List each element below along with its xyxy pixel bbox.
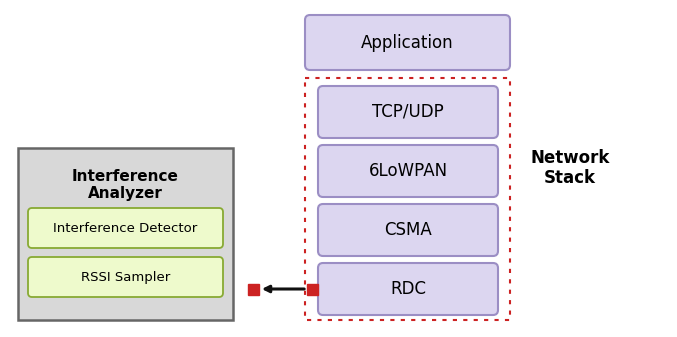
Text: Interference
Analyzer: Interference Analyzer (72, 169, 179, 201)
Text: Application: Application (362, 33, 454, 52)
Text: TCP/UDP: TCP/UDP (372, 103, 444, 121)
FancyBboxPatch shape (318, 263, 498, 315)
Text: Interference Detector: Interference Detector (53, 221, 198, 235)
FancyBboxPatch shape (305, 15, 510, 70)
Bar (248, 283, 259, 295)
Text: Network
Stack: Network Stack (530, 149, 610, 187)
Text: 6LoWPAN: 6LoWPAN (368, 162, 447, 180)
Text: CSMA: CSMA (384, 221, 432, 239)
FancyBboxPatch shape (28, 257, 223, 297)
FancyBboxPatch shape (318, 204, 498, 256)
FancyBboxPatch shape (318, 145, 498, 197)
Bar (305, 78, 510, 320)
Text: RDC: RDC (390, 280, 426, 298)
FancyBboxPatch shape (28, 208, 223, 248)
FancyBboxPatch shape (318, 86, 498, 138)
Bar (307, 283, 318, 295)
Bar (18, 148, 233, 320)
Text: RSSI Sampler: RSSI Sampler (81, 271, 170, 283)
